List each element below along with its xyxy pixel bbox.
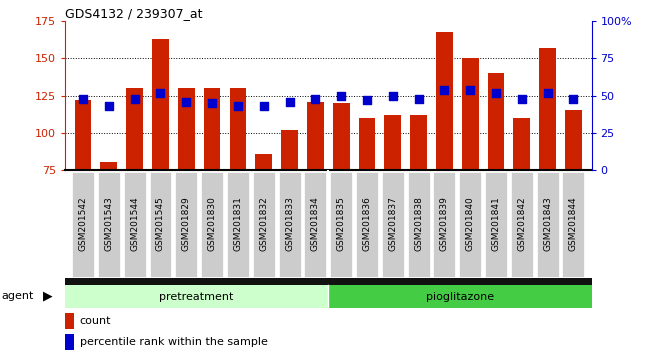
Bar xyxy=(462,58,478,170)
Text: GDS4132 / 239307_at: GDS4132 / 239307_at xyxy=(65,7,203,20)
FancyBboxPatch shape xyxy=(150,172,172,277)
FancyBboxPatch shape xyxy=(176,172,197,277)
Bar xyxy=(203,88,220,170)
Point xyxy=(517,96,527,101)
Point xyxy=(284,99,294,104)
Text: GSM201844: GSM201844 xyxy=(569,196,578,251)
Text: GSM201831: GSM201831 xyxy=(233,196,242,251)
Point xyxy=(310,96,320,101)
Text: GSM201543: GSM201543 xyxy=(105,196,113,251)
Point xyxy=(542,90,552,96)
Bar xyxy=(333,103,350,170)
FancyBboxPatch shape xyxy=(330,172,352,277)
Bar xyxy=(178,88,195,170)
Text: GSM201842: GSM201842 xyxy=(517,196,526,251)
Bar xyxy=(540,48,556,170)
Point xyxy=(155,90,166,96)
Point xyxy=(413,96,424,101)
Bar xyxy=(328,285,592,308)
Point xyxy=(129,96,140,101)
Text: pioglitazone: pioglitazone xyxy=(426,292,494,302)
Bar xyxy=(65,278,592,285)
Bar xyxy=(281,130,298,170)
Text: GSM201834: GSM201834 xyxy=(311,196,320,251)
Bar xyxy=(359,118,375,170)
Bar xyxy=(514,118,530,170)
Point xyxy=(78,96,88,101)
Bar xyxy=(75,100,92,170)
Text: GSM201544: GSM201544 xyxy=(130,196,139,251)
Text: agent: agent xyxy=(1,291,34,301)
Point xyxy=(568,96,578,101)
Bar xyxy=(384,115,401,170)
Text: ▶: ▶ xyxy=(43,289,53,302)
Bar xyxy=(101,162,117,170)
FancyBboxPatch shape xyxy=(227,172,249,277)
Text: GSM201843: GSM201843 xyxy=(543,196,552,251)
Bar xyxy=(488,73,504,170)
Point xyxy=(465,87,475,92)
Text: GSM201841: GSM201841 xyxy=(491,196,500,251)
FancyBboxPatch shape xyxy=(408,172,430,277)
FancyBboxPatch shape xyxy=(304,172,326,277)
Text: count: count xyxy=(80,316,111,326)
FancyBboxPatch shape xyxy=(460,172,481,277)
Text: GSM201839: GSM201839 xyxy=(440,196,449,251)
Text: GSM201545: GSM201545 xyxy=(156,196,165,251)
FancyBboxPatch shape xyxy=(124,172,146,277)
Text: GSM201838: GSM201838 xyxy=(414,196,423,251)
FancyBboxPatch shape xyxy=(511,172,533,277)
Point xyxy=(233,103,243,109)
Text: GSM201829: GSM201829 xyxy=(182,196,191,251)
FancyBboxPatch shape xyxy=(382,172,404,277)
Bar xyxy=(152,39,169,170)
Bar xyxy=(307,102,324,170)
Bar xyxy=(65,334,75,350)
Text: GSM201840: GSM201840 xyxy=(465,196,474,251)
Bar xyxy=(410,115,427,170)
Text: GSM201836: GSM201836 xyxy=(363,196,371,251)
Bar xyxy=(126,88,143,170)
FancyBboxPatch shape xyxy=(279,172,300,277)
FancyBboxPatch shape xyxy=(98,172,120,277)
FancyBboxPatch shape xyxy=(485,172,507,277)
Bar xyxy=(255,154,272,170)
FancyBboxPatch shape xyxy=(562,172,584,277)
Point xyxy=(259,103,269,109)
Text: percentile rank within the sample: percentile rank within the sample xyxy=(80,337,268,348)
Point xyxy=(387,93,398,98)
FancyBboxPatch shape xyxy=(201,172,223,277)
Bar xyxy=(436,32,453,170)
FancyBboxPatch shape xyxy=(72,172,94,277)
Point xyxy=(491,90,501,96)
FancyBboxPatch shape xyxy=(537,172,558,277)
Text: GSM201835: GSM201835 xyxy=(337,196,346,251)
Text: GSM201830: GSM201830 xyxy=(207,196,216,251)
Point xyxy=(362,97,372,103)
Bar xyxy=(565,110,582,170)
Text: pretreatment: pretreatment xyxy=(159,292,234,302)
FancyBboxPatch shape xyxy=(434,172,456,277)
Point xyxy=(439,87,450,92)
Text: GSM201833: GSM201833 xyxy=(285,196,294,251)
Point xyxy=(207,100,217,106)
FancyBboxPatch shape xyxy=(356,172,378,277)
Text: GSM201542: GSM201542 xyxy=(79,196,88,251)
Bar xyxy=(229,88,246,170)
FancyBboxPatch shape xyxy=(253,172,275,277)
Point xyxy=(104,103,114,109)
Point xyxy=(181,99,192,104)
Text: GSM201837: GSM201837 xyxy=(388,196,397,251)
Text: GSM201832: GSM201832 xyxy=(259,196,268,251)
Bar xyxy=(65,285,328,308)
Point xyxy=(336,93,346,98)
Bar xyxy=(65,313,75,329)
